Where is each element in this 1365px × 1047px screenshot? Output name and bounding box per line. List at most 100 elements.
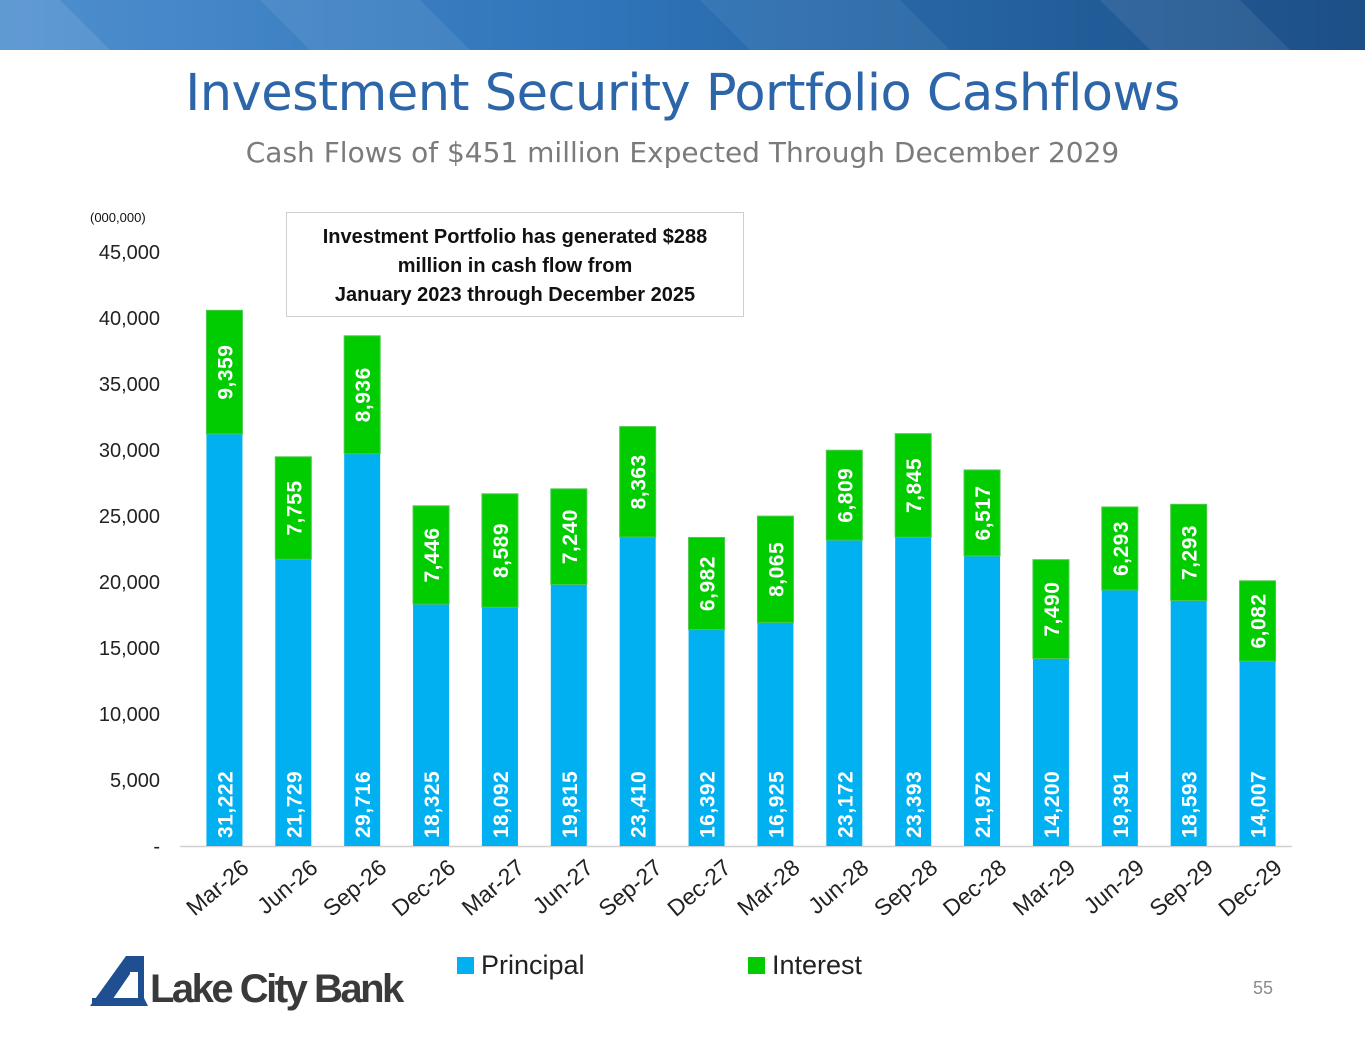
x-tick-label: Dec-26 (387, 854, 461, 922)
y-axis-units-label: (000,000) (90, 210, 146, 225)
logo-text: Lake City Bank (150, 967, 405, 1011)
bar-interest-mar-26 (205, 309, 243, 435)
bar-interest-jun-26 (274, 456, 312, 560)
bar-interest-sep-26 (343, 335, 381, 455)
data-label-interest: 6,809 (834, 468, 857, 523)
x-tick-label: Sep-26 (318, 854, 392, 922)
y-tick-label: 5,000 (110, 770, 160, 792)
data-label-principal: 18,593 (1179, 771, 1202, 838)
data-label-principal: 21,972 (972, 771, 995, 838)
data-label-principal: 14,200 (1041, 771, 1064, 838)
y-tick-label: - (153, 836, 160, 858)
bar-principal-dec-26 (413, 604, 450, 846)
bar-interest-sep-29 (1170, 503, 1208, 602)
bar-principal-mar-29 (1032, 658, 1069, 846)
top-banner (0, 0, 1365, 50)
callout-line-1: Investment Portfolio has generated $288 (322, 226, 708, 248)
data-label-principal: 18,325 (421, 771, 444, 838)
bar-principal-jun-29 (1101, 590, 1138, 846)
bar-principal-jun-26 (275, 559, 312, 846)
bar-interest-mar-27 (481, 493, 519, 608)
bar-principal-mar-26 (206, 433, 243, 846)
legend-item-interest: Interest (748, 950, 862, 981)
x-tick-label: Jun-28 (803, 854, 874, 919)
data-label-interest: 8,936 (352, 367, 375, 422)
data-label-interest: 7,240 (559, 509, 582, 564)
bar-principal-sep-28 (895, 537, 932, 846)
data-label-principal: 19,815 (559, 771, 582, 838)
data-label-principal: 16,925 (765, 771, 788, 838)
legend-label-interest: Interest (772, 950, 863, 980)
bar-principal-sep-26 (344, 453, 381, 846)
data-label-interest: 8,589 (490, 523, 513, 578)
bar-interest-jun-27 (550, 488, 588, 585)
data-label-interest: 7,446 (421, 527, 444, 582)
bar-interest-dec-29 (1239, 580, 1277, 662)
bar-interest-sep-27 (619, 426, 657, 538)
data-label-principal: 14,007 (1248, 771, 1271, 838)
y-tick-label: 35,000 (99, 374, 160, 396)
page-subtitle: Cash Flows of $451 million Expected Thro… (245, 136, 1120, 169)
bar-interest-dec-28 (963, 469, 1001, 557)
bar-principal-dec-27 (688, 629, 725, 846)
data-label-interest: 8,065 (765, 542, 788, 597)
x-tick-label: Dec-28 (938, 854, 1012, 922)
x-tick-label: Sep-29 (1144, 854, 1218, 922)
bar-interest-mar-28 (756, 515, 794, 624)
bar-interest-jun-29 (1101, 506, 1139, 591)
y-tick-label: 15,000 (99, 638, 160, 660)
x-tick-label: Jun-27 (527, 854, 598, 919)
x-tick-label: Mar-27 (457, 854, 530, 921)
x-tick-label: Sep-27 (593, 854, 667, 922)
legend-swatch-principal (457, 957, 474, 974)
bar-principal-mar-28 (757, 622, 794, 846)
y-tick-label: 45,000 (99, 242, 160, 264)
data-label-interest: 9,359 (214, 345, 237, 400)
data-label-principal: 21,729 (283, 771, 306, 838)
data-label-principal: 18,092 (490, 771, 513, 838)
x-tick-label: Dec-29 (1213, 854, 1287, 922)
data-label-principal: 16,392 (697, 771, 720, 838)
bar-principal-dec-28 (964, 555, 1001, 846)
y-tick-label: 20,000 (99, 572, 160, 594)
x-tick-label: Jun-26 (252, 854, 323, 919)
x-tick-label: Mar-26 (181, 854, 254, 921)
lake-city-bank-logo: Lake City Bank (90, 956, 408, 1011)
data-label-interest: 8,363 (628, 454, 651, 509)
callout-line-2: million in cash flow from (397, 255, 633, 277)
legend-swatch-interest (748, 957, 765, 974)
data-label-interest: 6,082 (1248, 593, 1271, 648)
data-label-interest: 7,755 (283, 480, 306, 535)
data-label-interest: 7,293 (1179, 525, 1202, 580)
x-tick-label: Jun-29 (1078, 854, 1149, 919)
x-tick-label: Sep-28 (869, 854, 943, 922)
y-tick-label: 25,000 (99, 506, 160, 528)
bar-interest-dec-27 (688, 536, 726, 631)
bar-interest-mar-29 (1032, 559, 1070, 660)
legend-item-principal: Principal (457, 950, 585, 981)
x-tick-label: Dec-27 (662, 854, 736, 922)
bar-interest-dec-26 (412, 505, 450, 605)
y-tick-label: 40,000 (99, 308, 160, 330)
data-label-principal: 23,393 (903, 771, 926, 838)
legend-label-principal: Principal (481, 950, 585, 980)
callout-line-3: January 2023 through December 2025 (334, 284, 696, 306)
bar-principal-jun-27 (550, 584, 587, 846)
data-label-interest: 7,845 (903, 458, 926, 513)
page-number: 55 (1252, 978, 1274, 998)
data-label-principal: 29,716 (352, 771, 375, 838)
data-label-principal: 23,172 (834, 771, 857, 838)
x-tick-label: Mar-29 (1008, 854, 1081, 921)
bar-principal-dec-29 (1239, 661, 1276, 846)
bar-interest-jun-28 (825, 449, 863, 541)
bar-principal-jun-28 (826, 540, 863, 846)
data-label-interest: 6,293 (1110, 521, 1133, 576)
callout-box: Investment Portfolio has generated $288 … (286, 212, 744, 317)
y-tick-label: 10,000 (99, 704, 160, 726)
x-tick-label: Mar-28 (732, 854, 805, 921)
y-tick-label: 30,000 (99, 440, 160, 462)
page-title: Investment Security Portfolio Cashflows (185, 64, 1180, 123)
data-label-principal: 19,391 (1110, 771, 1133, 838)
bar-interest-sep-28 (894, 433, 932, 538)
